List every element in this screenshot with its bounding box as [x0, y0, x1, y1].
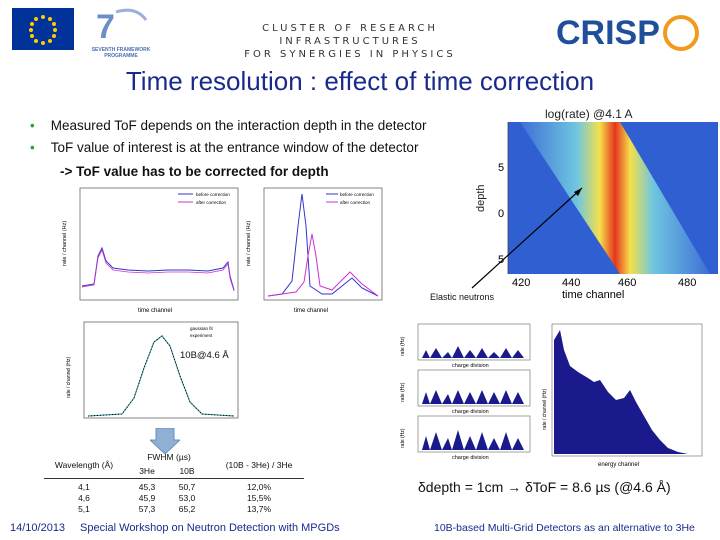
- fit-legend-2: experiment: [190, 333, 213, 338]
- fp7-line1: SEVENTH FRAMEWORK: [91, 47, 151, 53]
- svg-text:7: 7: [96, 8, 115, 42]
- row3-he: 57,3: [138, 504, 156, 514]
- table-divider: [44, 478, 304, 479]
- eu-stars-icon: [29, 15, 57, 45]
- table-ratio-header: (10B - 3He) / 3He: [225, 460, 293, 470]
- bullet-2-text: ToF value of interest is at the entrance…: [50, 140, 419, 155]
- energy-plot-graphic: rate / channel (Hz) energy channel: [542, 323, 703, 468]
- heatmap-ylabel: depth: [475, 184, 487, 212]
- right-legend-1: before correction: [340, 192, 374, 197]
- table-fwhm-header: FWHM (µs): [147, 452, 191, 462]
- header-line2: FOR SYNERGIES IN PHYSICS: [244, 49, 456, 60]
- down-arrow-icon: [150, 428, 180, 454]
- left-ylabel: rate / channel (Hz): [62, 221, 68, 266]
- depth-heatmap: log(rate) @4.1 A depth 5 0 5 420 440 460…: [470, 104, 720, 304]
- fit-ylabel: rate / channel (Hz): [66, 357, 72, 398]
- tof-plot-right: before correction after correction time …: [242, 186, 387, 318]
- left-legend-1: before correction: [196, 192, 230, 197]
- header-line1: CLUSTER OF RESEARCH INFRASTRUCTURES: [262, 23, 438, 47]
- heatmap-ytick-1: 5: [498, 162, 504, 174]
- gaussian-fit-graphic: gaussian fit experiment rate / channel (…: [66, 321, 239, 419]
- table-he-header: 3He: [139, 466, 155, 476]
- heatmap-ytick-3: 5: [498, 254, 504, 266]
- energy-plot: rate / channel (Hz) energy channel: [538, 320, 710, 470]
- row3-ratio: 13,7%: [246, 504, 272, 514]
- heatmap-xtick-1: 420: [512, 277, 530, 289]
- bullet-dot-icon: •: [30, 140, 35, 155]
- heatmap-xtick-2: 440: [562, 277, 580, 289]
- charge-ylabel-2: rate (Hz): [400, 382, 406, 402]
- gaussian-fit-plot: gaussian fit experiment rate / channel (…: [62, 318, 242, 430]
- charge-ylabel-3: rate (Hz): [400, 428, 406, 448]
- eu-flag-logo: [12, 8, 74, 50]
- right-xlabel: time channel: [294, 308, 328, 314]
- fp7-logo: 7 SEVENTH FRAMEWORK PROGRAMME: [86, 6, 156, 59]
- row2-b: 53,0: [178, 493, 196, 503]
- bullet-2: • ToF value of interest is at the entranc…: [30, 140, 418, 155]
- fit-label: 10B@4.6 Å: [180, 350, 229, 361]
- footer-right: 10B-based Multi-Grid Detectors as an alt…: [434, 522, 695, 534]
- conclusion-text: -> ToF value has to be corrected for dep…: [60, 164, 329, 179]
- elastic-arrow-icon: [471, 187, 583, 289]
- elastic-label: Elastic neutrons: [430, 292, 495, 302]
- right-ylabel: rate / channel (Hz): [246, 221, 252, 266]
- tof-plot-left-graphic: before correction after correction time …: [62, 187, 239, 314]
- row1-b: 50,7: [178, 482, 196, 492]
- row1-wl: 4,1: [78, 482, 90, 492]
- bullet-1-text: Measured ToF depends on the interaction …: [50, 118, 427, 133]
- fp7-line2: PROGRAMME: [104, 53, 138, 59]
- depth-heatmap-graphic: log(rate) @4.1 A depth 5 0 5 420 440 460…: [475, 107, 718, 301]
- crisp-logo-graphic: [663, 15, 699, 51]
- charge-division-plots: rate (Hz) rate (Hz) rate (Hz) charge div…: [396, 320, 536, 461]
- energy-xlabel: energy channel: [598, 462, 639, 468]
- crisp-logo-text: CRISP: [556, 14, 660, 52]
- left-legend-2: after correction: [196, 200, 227, 205]
- charge-ylabel-1: rate (Hz): [400, 336, 406, 356]
- tof-plot-left: before correction after correction time …: [58, 186, 243, 318]
- fit-legend-1: gaussian fit: [190, 326, 214, 331]
- row3-b: 65,2: [178, 504, 196, 514]
- tof-plot-right-graphic: before correction after correction time …: [246, 187, 383, 314]
- right-legend-2: after correction: [340, 200, 371, 205]
- heatmap-xlabel: time channel: [562, 289, 624, 301]
- table-b-header: 10B: [179, 466, 195, 476]
- row2-wl: 4,6: [78, 493, 90, 503]
- heatmap-title: log(rate) @4.1 A: [545, 107, 633, 121]
- row1-ratio: 12,0%: [246, 482, 272, 492]
- charge-xlabel-3: charge division: [452, 455, 489, 460]
- fwhm-table: Wavelength (Å) FWHM (µs) 3He 10B (10B - …: [44, 452, 304, 514]
- row1-he: 45,3: [138, 482, 156, 492]
- table-wavelength-header: Wavelength (Å): [54, 460, 114, 470]
- footer-date: 14/10/2013: [10, 522, 66, 534]
- footer-workshop: Special Workshop on Neutron Detection wi…: [80, 522, 340, 534]
- bullet-dot-icon: •: [30, 118, 35, 133]
- heatmap-ytick-2: 0: [498, 208, 504, 220]
- depth-formula: δdepth = 1cm → δToF = 8.6 µs (@4.6 Å): [418, 479, 671, 495]
- heatmap-xtick-4: 480: [678, 277, 696, 289]
- heatmap-xtick-3: 460: [618, 277, 636, 289]
- energy-ylabel: rate / channel (Hz): [542, 389, 548, 430]
- bullet-1: • Measured ToF depends on the interaction…: [30, 118, 427, 133]
- header-tagline: CLUSTER OF RESEARCH INFRASTRUCTURES FOR …: [200, 22, 500, 61]
- row2-ratio: 15,5%: [246, 493, 272, 503]
- charge-division-graphic: rate (Hz) rate (Hz) rate (Hz) charge div…: [400, 323, 531, 461]
- charge-xlabel-2: charge division: [452, 409, 489, 415]
- fp7-icon: 7: [96, 8, 148, 46]
- crisp-logo: CRISP: [556, 12, 706, 52]
- slide-title: Time resolution : effect of time correct…: [125, 66, 595, 96]
- row2-he: 45,9: [138, 493, 156, 503]
- left-xlabel: time channel: [138, 308, 172, 314]
- charge-xlabel-1: charge division: [452, 363, 489, 369]
- row3-wl: 5,1: [78, 504, 90, 514]
